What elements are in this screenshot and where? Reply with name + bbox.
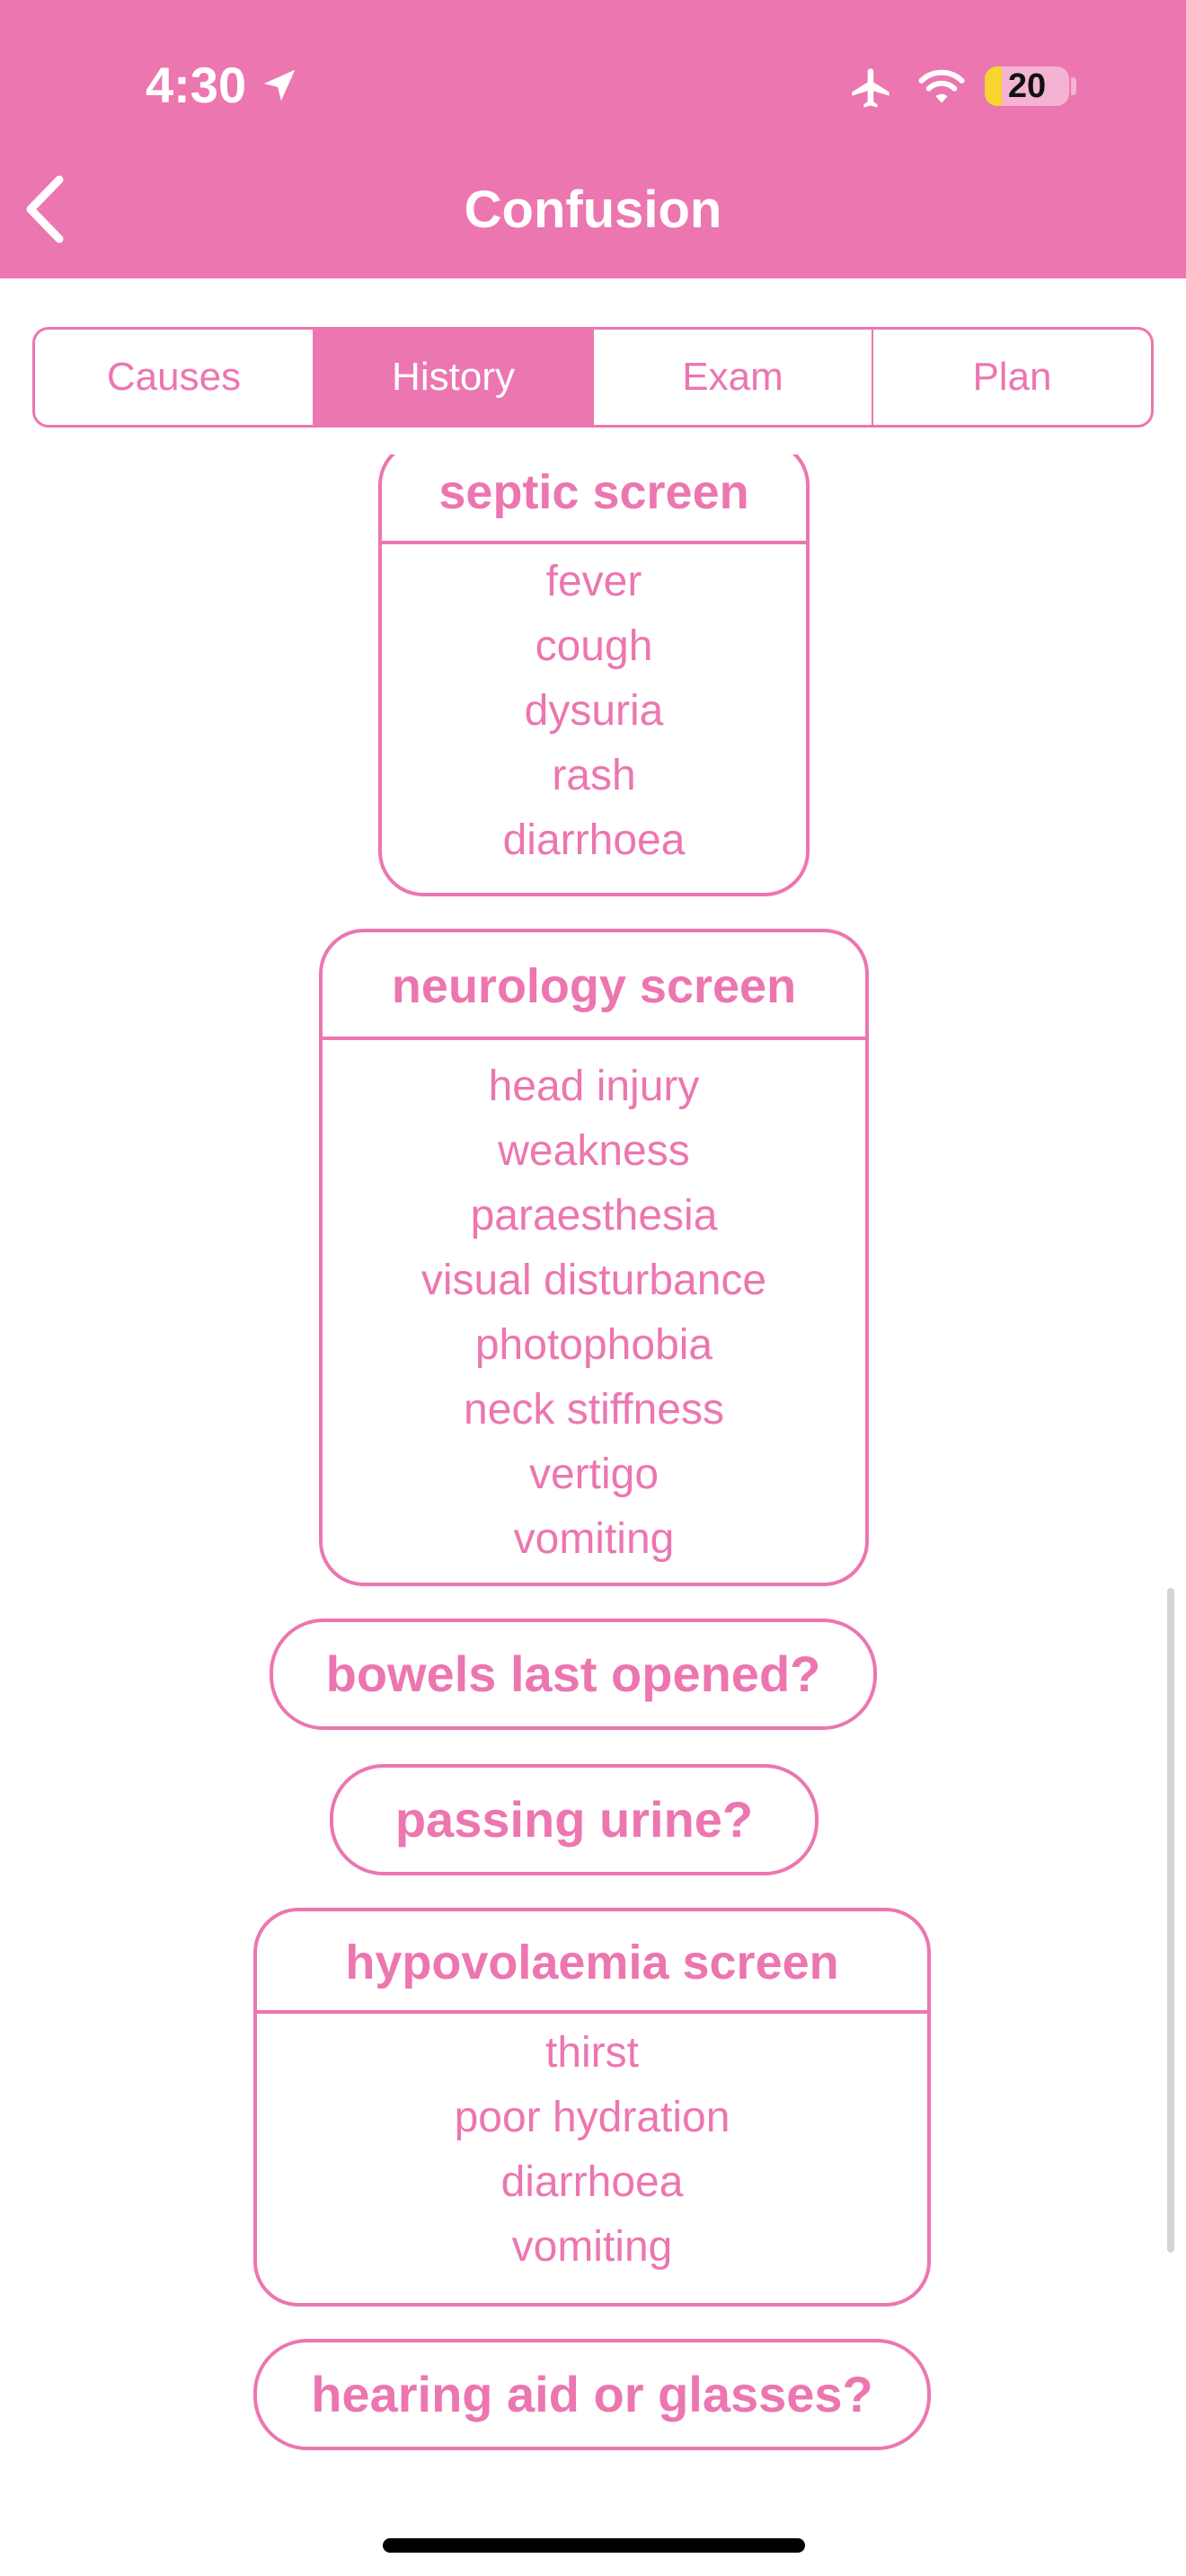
neurology-screen-card: neurology screen head injury weakness pa… (319, 929, 869, 1586)
neurology-screen-title: neurology screen (323, 932, 865, 1040)
septic-screen-title: septic screen (382, 454, 806, 544)
tab-causes[interactable]: Causes (35, 330, 314, 425)
tab-plan[interactable]: Plan (972, 355, 1052, 399)
list-item: diarrhoea (500, 2158, 684, 2206)
battery-fill (985, 66, 1002, 106)
nav-header: 4:30 20 Confusion (0, 0, 1186, 278)
bowels-last-opened-card: bowels last opened? (270, 1619, 877, 1730)
page-title: Confusion (464, 181, 722, 239)
list-item: weakness (498, 1127, 690, 1175)
list-item: thirst (544, 2029, 639, 2077)
back-button[interactable] (20, 167, 74, 251)
tab-exam[interactable]: Exam (594, 330, 873, 425)
list-item: vomiting (511, 2223, 673, 2271)
list-item: paraesthesia (470, 1192, 718, 1239)
passing-urine-card: passing urine? (330, 1764, 819, 1875)
airplane-icon (852, 68, 890, 108)
tab-history[interactable]: History (314, 330, 594, 425)
battery-tip (1071, 77, 1076, 95)
list-item: vomiting (513, 1515, 675, 1563)
list-item: neck stiffness (464, 1386, 724, 1434)
home-indicator[interactable] (383, 2538, 805, 2553)
location-arrow-icon (263, 69, 296, 101)
battery-icon: 20 (985, 66, 1069, 106)
list-item: head injury (488, 1063, 700, 1110)
battery-level: 20 (1007, 67, 1047, 105)
septic-screen-card: septic screen fever cough dysuria rash d… (378, 454, 810, 896)
hypovolaemia-screen-title: hypovolaemia screen (257, 1911, 927, 2014)
list-item: cough (535, 622, 653, 670)
list-item: photophobia (474, 1321, 713, 1369)
list-item: fever (545, 558, 642, 605)
tab-bar: Causes History Exam Plan (32, 327, 1154, 428)
list-item: diarrhoea (502, 816, 686, 864)
history-content[interactable]: septic screen fever cough dysuria rash d… (0, 454, 1186, 2508)
list-item: poor hydration (454, 2094, 730, 2141)
wifi-icon (918, 69, 965, 103)
chevron-left-icon (26, 175, 64, 243)
list-item: dysuria (524, 687, 664, 735)
hearing-aid-or-glasses-card: hearing aid or glasses? (253, 2339, 931, 2450)
scrollbar[interactable] (1167, 1588, 1174, 2253)
list-item: vertigo (528, 1451, 659, 1498)
list-item: rash (552, 752, 636, 799)
list-item: visual disturbance (420, 1257, 767, 1304)
hypovolaemia-screen-card: hypovolaemia screen thirst poor hydratio… (253, 1908, 931, 2307)
status-time: 4:30 (146, 57, 247, 113)
